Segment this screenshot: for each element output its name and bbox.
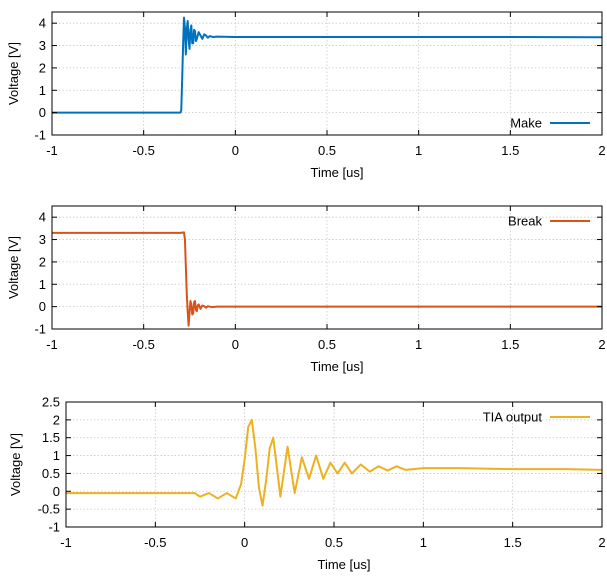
x-axis-label: Time [us]: [311, 359, 364, 374]
x-tick-label: 0.5: [318, 143, 336, 158]
x-tick-label: 1.5: [504, 535, 522, 550]
x-tick-label: -0.5: [132, 143, 154, 158]
y-tick-label: 2: [53, 412, 60, 427]
x-tick-label: -0.5: [144, 535, 166, 550]
x-tick-label: -1: [46, 143, 58, 158]
x-axis-label: Time [us]: [311, 165, 364, 180]
chart-panel-1: -1 -0.5 0 0.5 1 1.5 2 -1 0 1 2 3 4 Time [us] Voltage […: [6, 11, 606, 180]
y-axis-label: Voltage [V]: [8, 433, 23, 496]
y-tick-label: 3: [39, 232, 46, 247]
y-tick-label: 4: [39, 210, 46, 225]
y-tick-label: 2: [39, 254, 46, 269]
y-tick-label: -1: [34, 322, 46, 337]
x-tick-label: 1: [420, 535, 427, 550]
y-tick-label: 0.5: [42, 466, 60, 481]
y-tick-label: 4: [39, 16, 46, 31]
y-tick-label: 1.5: [42, 430, 60, 445]
x-tick-label: 1: [415, 143, 422, 158]
x-tick-label: -0.5: [132, 337, 154, 352]
y-axis-label: Voltage [V]: [6, 236, 21, 299]
series-line-tia-output: [66, 418, 602, 507]
y-tick-label: 1: [39, 277, 46, 292]
x-tick-label: 1: [415, 337, 422, 352]
legend-label: TIA output: [483, 410, 543, 425]
y-tick-label: -1: [34, 128, 46, 143]
x-tick-label: 2: [598, 535, 605, 550]
x-tick-label: 0: [241, 535, 248, 550]
y-tick-label: 3: [39, 38, 46, 53]
y-tick-label: -1: [48, 520, 60, 535]
x-tick-label: 0: [232, 143, 239, 158]
y-tick-label: 2.5: [42, 395, 60, 410]
x-tick-label: 0.5: [318, 337, 336, 352]
x-tick-label: 1.5: [501, 143, 519, 158]
x-tick-label: 2: [598, 143, 605, 158]
legend-label: Make: [510, 116, 542, 131]
x-tick-label: -1: [60, 535, 72, 550]
x-tick-label: 2: [598, 337, 605, 352]
x-tick-label: 0.5: [325, 535, 343, 550]
legend-label: Break: [508, 214, 542, 229]
series-line-break: [52, 231, 602, 327]
x-tick-label: 0: [232, 337, 239, 352]
y-tick-label: -0.5: [38, 502, 60, 517]
x-tick-label: 1.5: [501, 337, 519, 352]
chart-panel-3: -1 -0.5 0 0.5 1 1.5 2 -1 -0.5 0 0.5 1 1.5 2 2.5 Time [u…: [8, 395, 606, 573]
y-axis-label: Voltage [V]: [6, 42, 21, 105]
y-tick-label: 0: [53, 484, 60, 499]
y-tick-label: 0: [39, 105, 46, 120]
x-tick-label: -1: [46, 337, 58, 352]
y-tick-label: 1: [53, 448, 60, 463]
y-tick-label: 0: [39, 299, 46, 314]
y-tick-label: 1: [39, 83, 46, 98]
series-line-make: [52, 16, 602, 114]
chart-panel-2: -1 -0.5 0 0.5 1 1.5 2 -1 0 1 2 3 4 Time [us] Voltage […: [6, 205, 606, 374]
x-axis-label: Time [us]: [318, 557, 371, 572]
y-tick-label: 2: [39, 60, 46, 75]
